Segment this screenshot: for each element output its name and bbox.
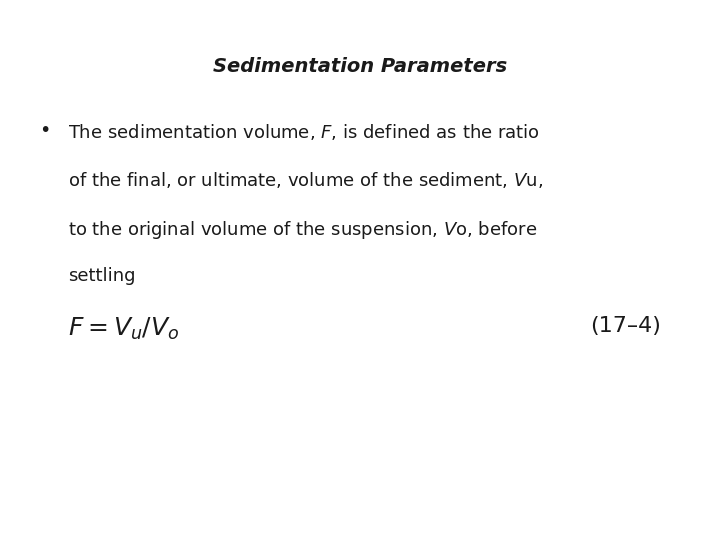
Text: The sedimentation volume, $\it{F}$, is defined as the ratio: The sedimentation volume, $\it{F}$, is d…: [68, 122, 540, 141]
Text: $F = V_u/V_o$: $F = V_u/V_o$: [68, 316, 180, 342]
Text: settling: settling: [68, 267, 136, 285]
Text: Sedimentation Parameters: Sedimentation Parameters: [213, 57, 507, 76]
Text: •: •: [40, 122, 51, 140]
Text: to the original volume of the suspension, $\it{V}$o, before: to the original volume of the suspension…: [68, 219, 538, 241]
Text: of the final, or ultimate, volume of the sediment, $\it{V}$u,: of the final, or ultimate, volume of the…: [68, 170, 544, 190]
Text: (17–4): (17–4): [590, 316, 661, 336]
